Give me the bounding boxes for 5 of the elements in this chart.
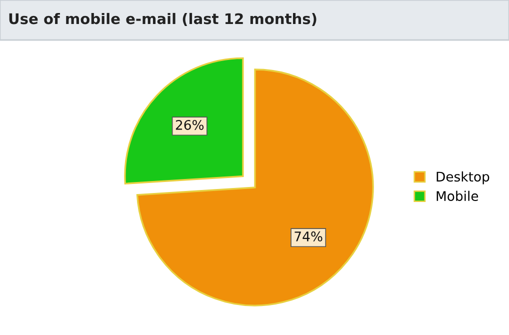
legend-label: Mobile	[436, 190, 478, 202]
legend-label: Desktop	[436, 171, 490, 184]
chart-title: Use of mobile e-mail (last 12 months)	[9, 12, 316, 26]
data-label: 26%	[176, 120, 204, 130]
data-label: 74%	[294, 231, 322, 242]
